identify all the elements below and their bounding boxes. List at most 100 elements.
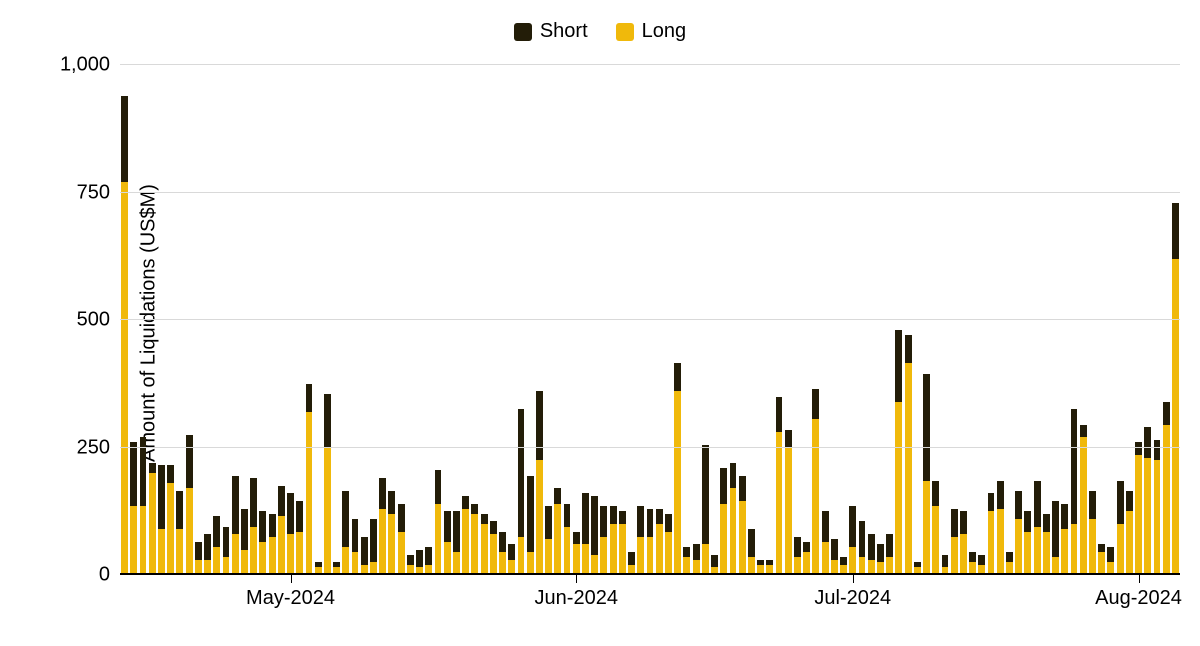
bar-segment-short [877, 544, 884, 562]
bar-segment-short [140, 437, 147, 506]
grid-line [120, 192, 1180, 193]
bar-segment-short [932, 481, 939, 507]
y-tick-label: 750 [50, 181, 110, 204]
bar-segment-short [453, 511, 460, 552]
bar-segment-short [490, 521, 497, 534]
y-tick-label: 250 [50, 436, 110, 459]
bar-segment-short [628, 552, 635, 565]
bar [665, 514, 672, 575]
bar-segment-long [167, 483, 174, 575]
bar-segment-long [481, 524, 488, 575]
bar [591, 496, 598, 575]
bar [1154, 440, 1161, 575]
bar-segment-long [176, 529, 183, 575]
bar-segment-short [342, 491, 349, 547]
grid-line [120, 319, 1180, 320]
bar-segment-short [499, 532, 506, 552]
bar [1024, 511, 1031, 575]
bar-segment-long [656, 524, 663, 575]
bar-segment-long [306, 412, 313, 575]
bar-segment-long [250, 527, 257, 575]
bar-segment-short [600, 506, 607, 537]
bar-segment-short [591, 496, 598, 555]
bar-segment-long [674, 391, 681, 575]
bar-segment-short [766, 560, 773, 565]
bar [905, 335, 912, 575]
bar-segment-long [822, 542, 829, 575]
bar-segment-short [886, 534, 893, 557]
grid-line [120, 64, 1180, 65]
bar [960, 511, 967, 575]
bar [582, 493, 589, 575]
bar [278, 486, 285, 575]
bar-segment-long [241, 550, 248, 576]
bar-segment-short [554, 488, 561, 503]
legend-swatch [616, 23, 634, 41]
bar-segment-short [905, 335, 912, 363]
bar-segment-long [647, 537, 654, 575]
bar [674, 363, 681, 575]
bar-segment-long [398, 532, 405, 575]
bar-segment-short [711, 555, 718, 568]
bar [444, 511, 451, 575]
bar-segment-short [960, 511, 967, 534]
bar [923, 374, 930, 575]
bar [573, 532, 580, 575]
bar-segment-long [324, 448, 331, 576]
bar-segment-long [1071, 524, 1078, 575]
bar [831, 539, 838, 575]
bar [951, 509, 958, 575]
bar [213, 516, 220, 575]
bar-segment-short [121, 96, 128, 183]
bar [554, 488, 561, 575]
bar-segment-short [619, 511, 626, 524]
bar [342, 491, 349, 575]
bar [140, 437, 147, 575]
bar-segment-long [388, 514, 395, 575]
bar-segment-short [186, 435, 193, 489]
bar-segment-short [425, 547, 432, 565]
bar-segment-short [693, 544, 700, 559]
bar [490, 521, 497, 575]
bar-segment-short [204, 534, 211, 560]
bar [149, 463, 156, 575]
bar-segment-long [610, 524, 617, 575]
y-tick-label: 0 [50, 564, 110, 587]
bar-segment-long [518, 537, 525, 575]
bar-segment-short [1034, 481, 1041, 527]
bar [388, 491, 395, 575]
legend-label: Long [642, 20, 687, 43]
bar-segment-long [1043, 532, 1050, 575]
bar-segment-short [1135, 442, 1142, 455]
bar-segment-long [564, 527, 571, 575]
bar-segment-short [407, 555, 414, 565]
bar-segment-long [545, 539, 552, 575]
bar-segment-long [1126, 511, 1133, 575]
bar [600, 506, 607, 575]
bar-segment-long [130, 506, 137, 575]
bar-segment-short [1098, 544, 1105, 552]
y-tick-label: 1,000 [50, 54, 110, 77]
bar-segment-short [130, 442, 137, 506]
bar-segment-short [822, 511, 829, 542]
bar-segment-long [352, 552, 359, 575]
bar-segment-short [1052, 501, 1059, 557]
bar [637, 506, 644, 575]
bar-segment-short [315, 562, 322, 567]
bar-segment-short [324, 394, 331, 448]
bar [739, 476, 746, 575]
bar-segment-short [573, 532, 580, 545]
bar-segment-short [739, 476, 746, 502]
legend-item: Long [616, 20, 687, 43]
x-axis-baseline [120, 573, 1180, 575]
bar-segment-short [757, 560, 764, 565]
plot-area: 02505007501,000May-2024Jun-2024Jul-2024A… [120, 65, 1180, 575]
bar-segment-short [333, 562, 340, 567]
bar [978, 555, 985, 575]
bar-segment-short [840, 557, 847, 565]
bar-segment-short [444, 511, 451, 542]
bar [1144, 427, 1151, 575]
liquidations-chart: ShortLong Amount of Liquidations (US$M) … [0, 0, 1200, 646]
bar [1061, 504, 1068, 575]
bar-segment-short [859, 521, 866, 557]
